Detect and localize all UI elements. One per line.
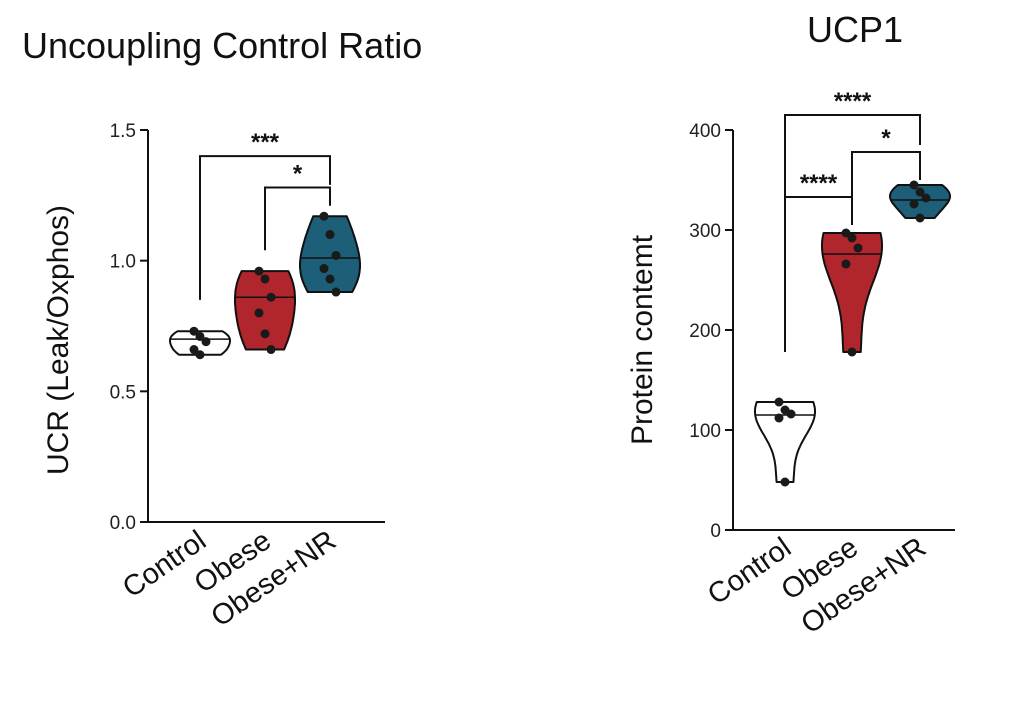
data-point — [266, 292, 276, 302]
category-label: Control — [702, 532, 797, 612]
significance-label: * — [293, 160, 303, 187]
bracket-line — [784, 196, 853, 352]
violin-body — [821, 232, 883, 353]
significance-label: *** — [251, 129, 280, 156]
significance-label: **** — [834, 88, 872, 115]
y-axis-label: UCR (Leak/Oxphos) — [42, 205, 75, 475]
significance-label: * — [881, 125, 891, 152]
data-point — [189, 345, 199, 355]
data-point — [254, 308, 264, 318]
violin-obese — [821, 228, 883, 357]
y-tick-label: 0.0 — [110, 513, 136, 534]
data-point — [909, 199, 919, 209]
chart-ucr: Uncoupling Control Ratio UCR (Leak/Oxpho… — [22, 25, 422, 633]
data-point — [195, 350, 205, 360]
data-point — [853, 243, 863, 253]
violin-body — [299, 215, 361, 293]
significance-label: **** — [800, 170, 838, 197]
violins — [169, 211, 361, 360]
data-point — [189, 326, 199, 336]
data-point — [201, 337, 211, 347]
y-tick-label: 100 — [689, 421, 721, 442]
bracket-line — [264, 186, 331, 251]
significance-bracket: * — [264, 160, 331, 251]
violin-control — [754, 397, 816, 487]
y-tick-label: 0 — [710, 521, 721, 542]
significance-brackets: ********* — [784, 88, 921, 352]
violins — [754, 180, 951, 487]
violin-obese-plus-nr — [299, 211, 361, 297]
data-point — [841, 259, 851, 269]
violin-body — [234, 270, 296, 351]
data-point — [915, 187, 925, 197]
violin-control — [169, 326, 231, 360]
chart-title: UCP1 — [807, 9, 903, 50]
y-axis-label: Protein contemt — [626, 234, 659, 445]
violin-obese — [234, 266, 296, 355]
y-ticks: 0 100 200 300 400 — [689, 121, 733, 542]
data-point — [780, 477, 790, 487]
category-label: Control — [117, 525, 212, 605]
violin-body — [169, 330, 231, 356]
bracket-line — [851, 151, 921, 225]
y-tick-label: 400 — [689, 121, 721, 142]
data-point — [847, 347, 857, 357]
y-ticks: 0.0 0.5 1.0 1.5 — [110, 121, 148, 534]
data-point — [260, 274, 270, 284]
violin-body — [889, 184, 951, 219]
bracket-line — [199, 155, 331, 300]
significance-bracket: * — [851, 125, 921, 225]
violin-obese-plus-nr — [889, 180, 951, 223]
data-point — [921, 193, 931, 203]
y-tick-label: 300 — [689, 221, 721, 242]
significance-bracket: *** — [199, 129, 331, 300]
chart-title: Uncoupling Control Ratio — [22, 25, 422, 66]
data-point — [325, 274, 335, 284]
data-point — [319, 211, 329, 221]
data-point — [774, 413, 784, 423]
data-point — [195, 331, 205, 341]
significance-brackets: **** — [199, 129, 331, 300]
significance-bracket: **** — [784, 170, 853, 352]
data-point — [325, 230, 335, 240]
data-point — [254, 266, 264, 276]
data-point — [909, 180, 919, 190]
data-point — [331, 250, 341, 260]
violin-body — [754, 401, 816, 483]
data-point — [786, 409, 796, 419]
y-tick-label: 1.0 — [110, 252, 136, 273]
y-tick-label: 1.5 — [110, 121, 136, 142]
data-point — [774, 397, 784, 407]
y-tick-label: 0.5 — [110, 382, 136, 403]
data-point — [915, 213, 925, 223]
data-point — [319, 264, 329, 274]
axes — [147, 130, 385, 523]
data-point — [841, 228, 851, 238]
data-point — [266, 345, 276, 355]
data-point — [847, 233, 857, 243]
y-tick-label: 200 — [689, 321, 721, 342]
data-point — [331, 287, 341, 297]
data-point — [260, 329, 270, 339]
